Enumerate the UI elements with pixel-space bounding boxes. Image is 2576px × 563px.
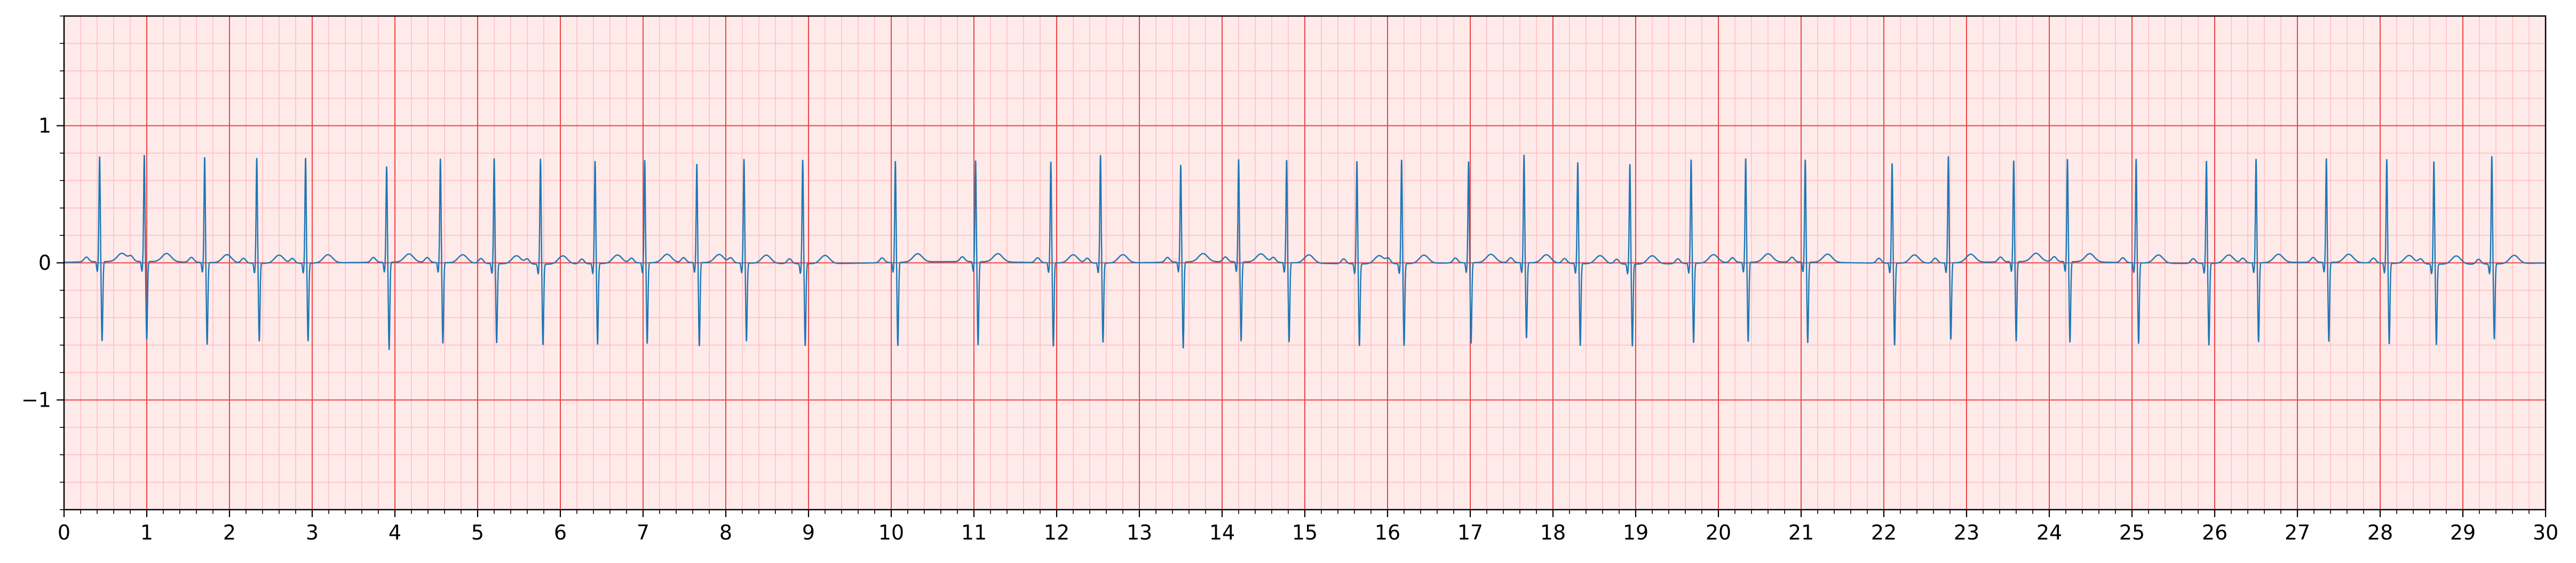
x-tick-label: 12 [1044, 521, 1069, 544]
x-tick-label: 5 [471, 521, 484, 544]
x-tick-label: 27 [2285, 521, 2310, 544]
x-tick-label: 11 [961, 521, 987, 544]
x-tick-label: 10 [878, 521, 904, 544]
x-tick-label: 22 [1871, 521, 1897, 544]
x-tick-label: 28 [2367, 521, 2393, 544]
x-tick-label: 7 [637, 521, 649, 544]
x-tick-label: 19 [1623, 521, 1648, 544]
x-tick-label: 18 [1540, 521, 1566, 544]
x-tick-label: 14 [1209, 521, 1235, 544]
y-axis-ticks: −1 0 1 [21, 15, 64, 510]
x-tick-label: 15 [1292, 521, 1318, 544]
x-tick-label: 17 [1457, 521, 1483, 544]
y-tick-label: −1 [21, 388, 51, 411]
x-tick-label: 29 [2450, 521, 2476, 544]
ecg-trace-line [64, 154, 2546, 350]
x-tick-label: 24 [2036, 521, 2062, 544]
x-tick-label: 0 [58, 521, 70, 544]
x-tick-label: 4 [389, 521, 401, 544]
x-tick-label: 13 [1127, 521, 1152, 544]
y-tick-label: 0 [38, 251, 51, 275]
x-tick-label: 21 [1788, 521, 1814, 544]
x-tick-label: 2 [223, 521, 236, 544]
x-tick-label: 1 [140, 521, 153, 544]
x-tick-label: 23 [1954, 521, 1979, 544]
y-tick-label: 1 [38, 114, 51, 138]
x-tick-label: 25 [2119, 521, 2145, 544]
major-grid [64, 16, 2546, 510]
x-tick-label: 6 [554, 521, 567, 544]
x-tick-label: 26 [2202, 521, 2228, 544]
x-tick-label: 20 [1706, 521, 1731, 544]
x-tick-label: 30 [2533, 521, 2558, 544]
x-tick-label: 9 [802, 521, 815, 544]
x-tick-label: 16 [1375, 521, 1400, 544]
x-tick-label: 8 [719, 521, 732, 544]
x-axis-ticks: 0 1 2 3 4 5 6 7 8 9 10 11 12 13 14 15 16 17 18 19 20 21 22 23 24… [58, 510, 2558, 544]
x-tick-label: 3 [306, 521, 319, 544]
